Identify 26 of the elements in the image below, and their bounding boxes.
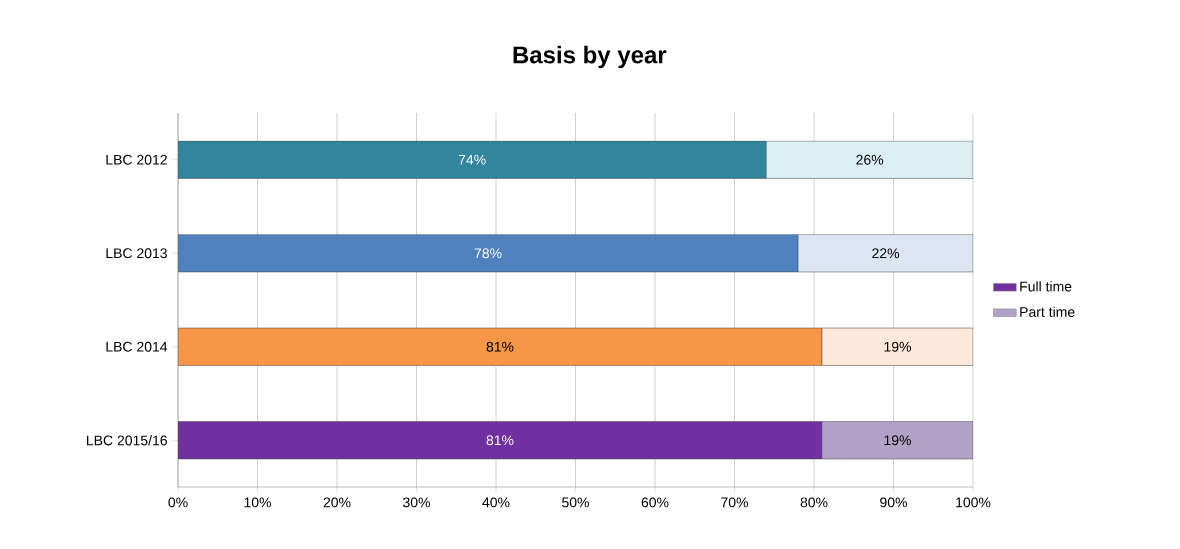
x-tick-label: 60% bbox=[641, 497, 669, 508]
y-tick-label: LBC 2012 bbox=[106, 154, 167, 165]
y-tick-label: LBC 2014 bbox=[106, 341, 168, 352]
x-tick-label: 40% bbox=[482, 497, 510, 508]
x-tick-label: 10% bbox=[244, 497, 271, 508]
x-tick-label: 100% bbox=[956, 497, 991, 508]
data-label: 74% bbox=[458, 154, 486, 165]
data-label: 81% bbox=[486, 341, 514, 352]
data-label: 81% bbox=[486, 435, 514, 446]
data-label: 22% bbox=[872, 248, 900, 259]
x-tick-label: 70% bbox=[721, 497, 749, 508]
data-label: 26% bbox=[856, 154, 884, 165]
y-tick-label: LBC 2015/16 bbox=[87, 435, 167, 446]
x-tick-label: 90% bbox=[880, 497, 908, 508]
legend-label: Full time bbox=[1020, 281, 1072, 292]
x-tick-label: 80% bbox=[800, 497, 828, 508]
data-label: 19% bbox=[884, 341, 911, 352]
x-tick-label: 0% bbox=[168, 497, 188, 508]
legend-label: Part time bbox=[1020, 306, 1075, 317]
x-tick-label: 30% bbox=[403, 497, 430, 508]
data-label: 78% bbox=[474, 248, 502, 259]
data-label: 19% bbox=[884, 435, 911, 446]
x-tick-label: 20% bbox=[323, 497, 351, 508]
chart-title: Basis by year bbox=[513, 45, 667, 69]
x-tick-label: 50% bbox=[562, 497, 590, 508]
y-tick-label: LBC 2013 bbox=[106, 248, 167, 259]
